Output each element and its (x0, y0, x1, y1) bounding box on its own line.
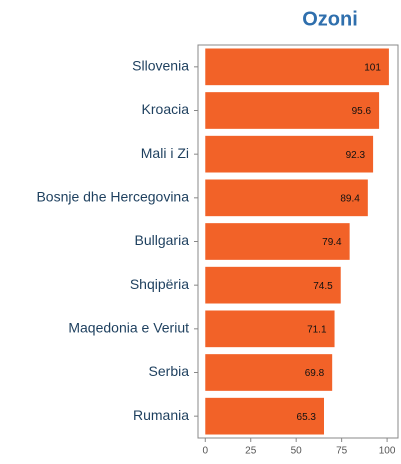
y-tick-label: Mali i Zi (141, 145, 189, 161)
bar (205, 310, 335, 348)
x-tick-label: 50 (291, 446, 303, 457)
y-tick-label: Shqipëria (130, 276, 189, 292)
y-tick-label: Rumania (133, 407, 189, 423)
x-tick-label: 100 (379, 446, 396, 457)
y-tick-label: Bullgaria (135, 232, 190, 248)
y-tick-label: Bosnje dhe Hercegovina (36, 189, 189, 205)
value-label: 69.8 (305, 368, 325, 379)
value-label: 92.3 (346, 150, 366, 161)
bar (205, 179, 368, 217)
value-label: 65.3 (297, 412, 317, 423)
bar (205, 92, 380, 129)
value-label: 79.4 (322, 237, 342, 248)
value-label: 95.6 (352, 106, 372, 117)
x-tick-label: 0 (202, 446, 208, 457)
x-tick-label: 75 (336, 446, 348, 457)
bar (205, 266, 341, 304)
y-tick-label: Serbia (149, 363, 190, 379)
bar (205, 354, 333, 391)
value-label: 71.1 (307, 324, 327, 335)
x-tick-label: 25 (245, 446, 257, 457)
bar (205, 48, 389, 86)
value-label: 89.4 (340, 193, 360, 204)
y-tick-label: Maqedonia e Veriut (68, 320, 189, 336)
y-tick-label: Sllovenia (132, 58, 189, 74)
value-label: 101 (364, 62, 381, 73)
bar (205, 135, 374, 173)
bar (205, 223, 350, 260)
y-tick-label: Kroacia (142, 101, 190, 117)
value-label: 74.5 (313, 281, 333, 292)
bar (205, 397, 324, 435)
chart-title: Ozoni (302, 8, 358, 30)
